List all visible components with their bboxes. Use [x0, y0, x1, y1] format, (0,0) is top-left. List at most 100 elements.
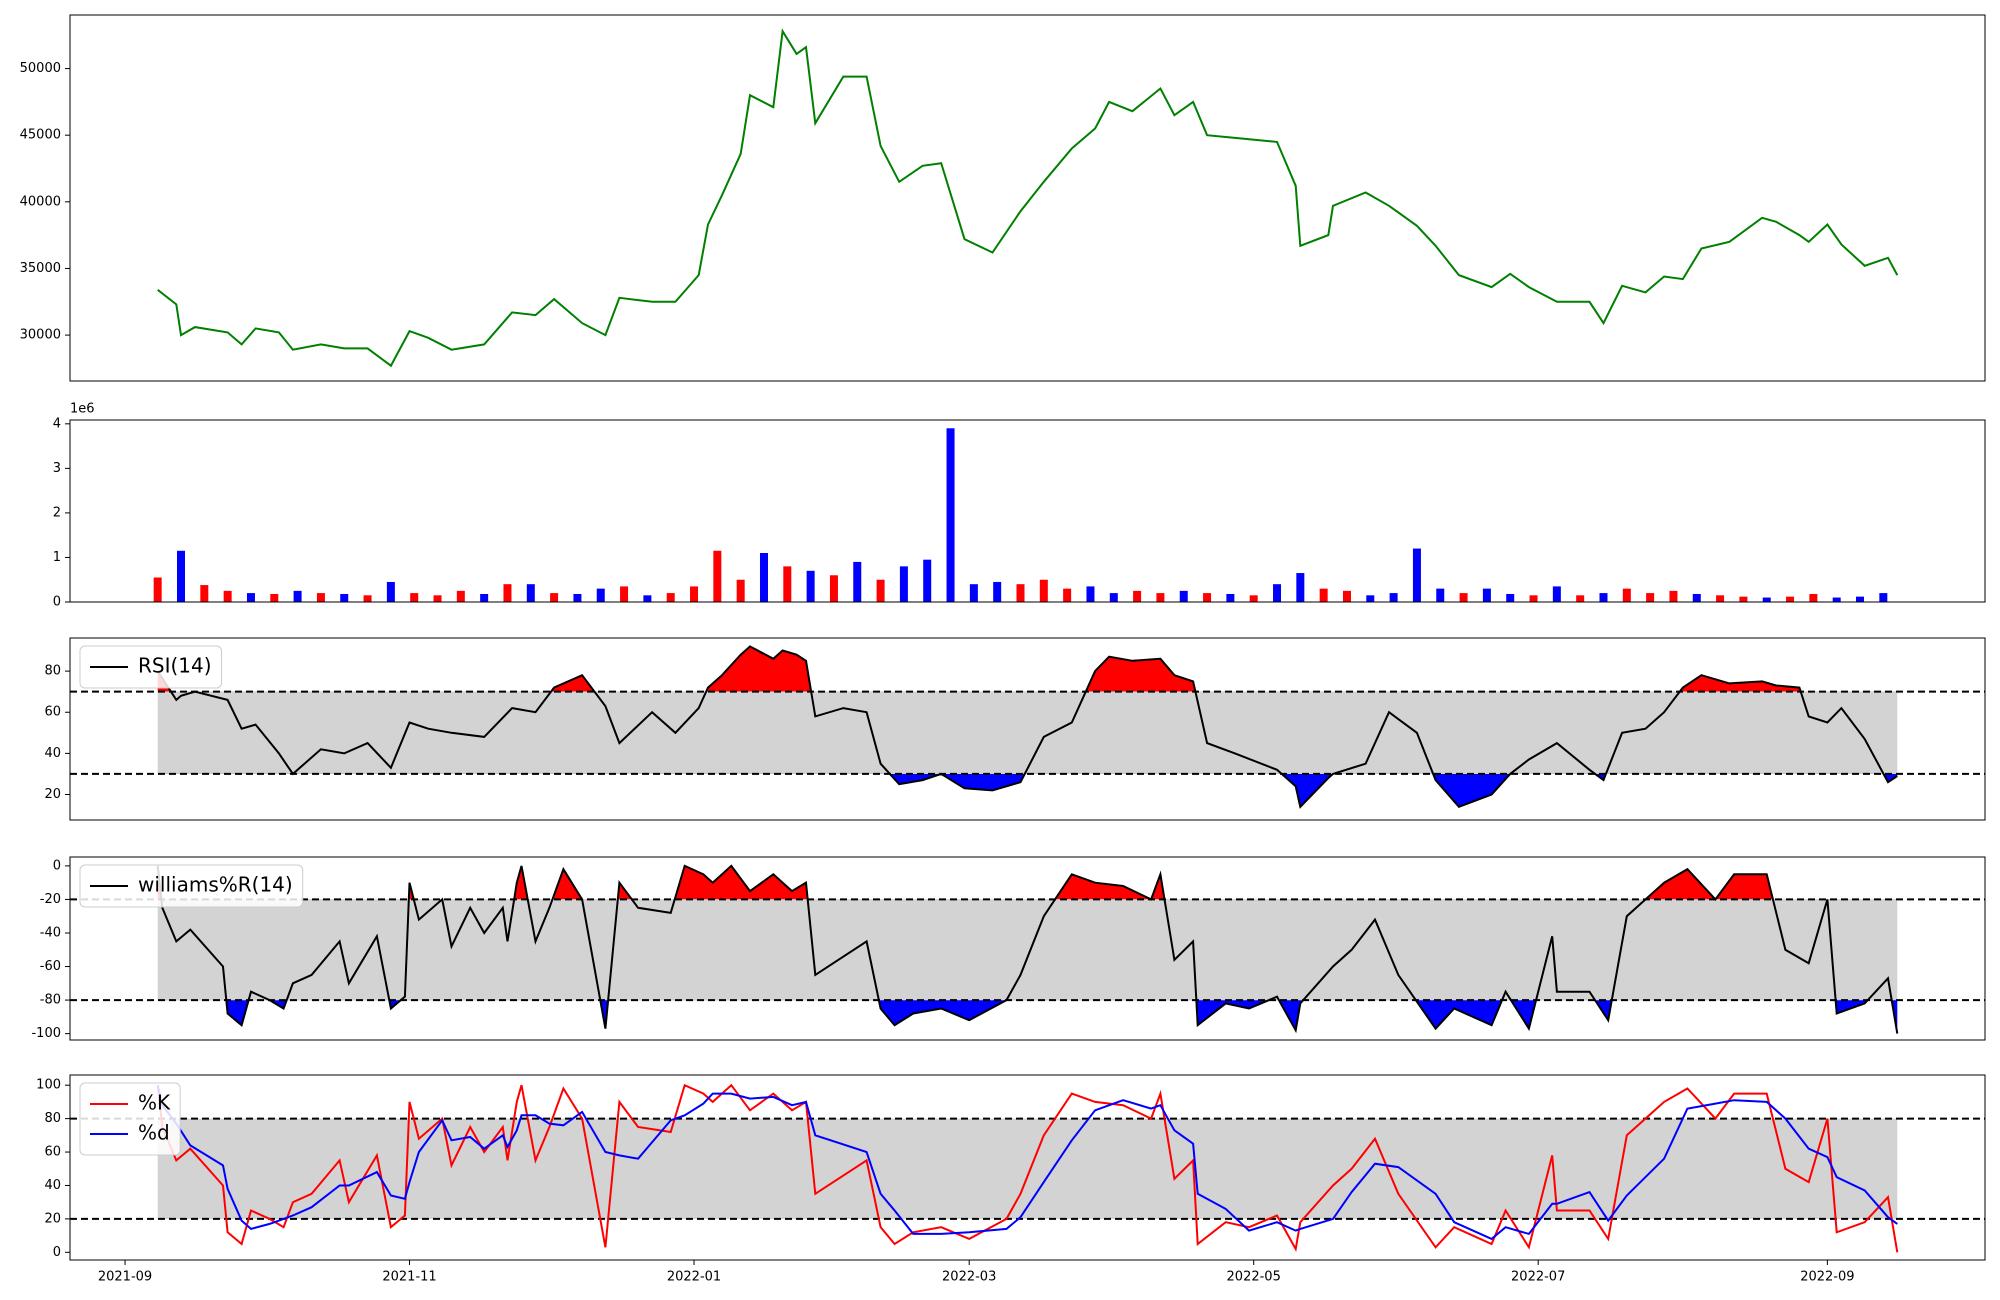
axes-frame — [69, 419, 1986, 603]
volume-bar — [1832, 597, 1841, 602]
volume-bar — [1039, 579, 1048, 602]
volume-bar — [1786, 596, 1795, 602]
offset-label: 1e6 — [70, 402, 95, 417]
volume-bar — [1063, 588, 1072, 602]
panel — [157, 28, 1899, 368]
legend: %K %d — [79, 1082, 181, 1156]
panel — [70, 864, 1985, 1034]
legend-label: williams%R(14) — [138, 873, 293, 897]
volume-bar — [1879, 593, 1888, 602]
volume-bar — [1016, 584, 1025, 602]
legend: RSI(14) — [79, 645, 223, 689]
y-tick-label: 40000 — [20, 194, 61, 209]
legend: williams%R(14) — [79, 864, 304, 908]
volume-bar — [1646, 593, 1655, 602]
volume-bar — [340, 593, 349, 602]
volume-bar — [1809, 593, 1818, 602]
axes-frame — [69, 856, 1986, 1041]
x-tick-label: 2022-05 — [1227, 1270, 1281, 1285]
y-tick-label: -60 — [40, 959, 61, 974]
legend-box — [79, 1082, 181, 1156]
legend-box — [79, 864, 304, 908]
volume-bar — [526, 584, 535, 602]
volume-bar — [1622, 588, 1631, 602]
x-tick-label: 2022-09 — [1800, 1270, 1854, 1285]
y-tick-label: 30000 — [20, 328, 61, 343]
volume-bar — [1203, 593, 1212, 602]
price-line — [157, 28, 1899, 368]
volume-bar — [923, 559, 932, 602]
y-tick-label: 2 — [53, 505, 61, 520]
volume-bar — [1389, 593, 1398, 602]
volume-bar — [1226, 593, 1235, 602]
y-tick-label: -40 — [40, 925, 61, 940]
y-tick-label: 40 — [44, 746, 61, 761]
y-tick-label: -100 — [31, 1026, 61, 1041]
x-tick-label: 2021-09 — [98, 1270, 152, 1285]
neutral-band — [157, 1118, 1898, 1219]
y-tick-label: 80 — [44, 664, 61, 679]
y-tick-label: 35000 — [20, 261, 61, 276]
y-tick-label: 40 — [44, 1178, 61, 1193]
volume-bar — [177, 550, 186, 602]
y-tick-label: 60 — [44, 1145, 61, 1160]
volume-bar — [1273, 584, 1282, 602]
volume-bar — [1506, 593, 1515, 602]
volume-bar — [223, 590, 232, 602]
volume-bar — [573, 593, 582, 602]
y-tick-label: 60 — [44, 705, 61, 720]
volume-bar — [550, 593, 559, 602]
volume-bar — [1692, 593, 1701, 602]
volume-bar — [993, 581, 1002, 602]
legend-label: RSI(14) — [138, 654, 212, 678]
indicator-line — [156, 864, 1899, 1034]
y-tick-label: 0 — [53, 858, 61, 873]
x-tick-label: 2022-03 — [942, 1270, 996, 1285]
x-tick-label: 2022-07 — [1511, 1270, 1565, 1285]
volume-bar — [246, 593, 255, 602]
indicator-line — [156, 1083, 1899, 1253]
volume-bar — [386, 581, 395, 602]
volume-bar — [946, 428, 955, 602]
volume-bar — [666, 593, 675, 602]
y-tick-label: -80 — [40, 993, 61, 1008]
legend-box — [79, 645, 223, 689]
axes-frame — [69, 1074, 1986, 1261]
axes-frame — [69, 637, 1986, 821]
legend-label: %d — [138, 1121, 170, 1145]
volume-bar — [1576, 595, 1585, 602]
overbought-fill — [157, 865, 1898, 900]
y-tick-label: 0 — [53, 595, 61, 610]
y-tick-label: 20 — [44, 1211, 61, 1226]
y-tick-label: 20 — [44, 787, 61, 802]
volume-bar — [596, 588, 605, 602]
indicator-line — [156, 645, 1898, 809]
legend-label: %K — [138, 1091, 171, 1115]
volume-bar — [759, 553, 768, 602]
volume-bar — [1366, 595, 1375, 602]
volume-bar — [1669, 590, 1678, 602]
volume-bar — [1599, 593, 1608, 602]
volume-bar — [480, 593, 489, 602]
y-tick-label: 0 — [53, 1245, 61, 1260]
volume-bar — [620, 586, 629, 602]
overbought-fill — [157, 646, 1898, 692]
volume-bar — [200, 585, 209, 602]
volume-bar — [876, 579, 885, 602]
y-tick-label: 3 — [53, 461, 61, 476]
volume-bar — [1459, 593, 1468, 602]
volume-bar — [1529, 595, 1538, 602]
x-tick-label: 2021-11 — [382, 1270, 436, 1285]
volume-bar — [1086, 586, 1095, 602]
volume-bar — [1319, 588, 1328, 602]
volume-bar — [270, 593, 279, 602]
axes-frame — [69, 14, 1986, 382]
volume-bar — [1552, 586, 1561, 602]
volume-bar — [1412, 548, 1421, 602]
volume-bar — [969, 584, 978, 602]
volume-bar — [1156, 593, 1165, 602]
volume-bar — [1179, 590, 1188, 602]
volume-bar — [433, 595, 442, 602]
neutral-band — [157, 899, 1898, 1001]
